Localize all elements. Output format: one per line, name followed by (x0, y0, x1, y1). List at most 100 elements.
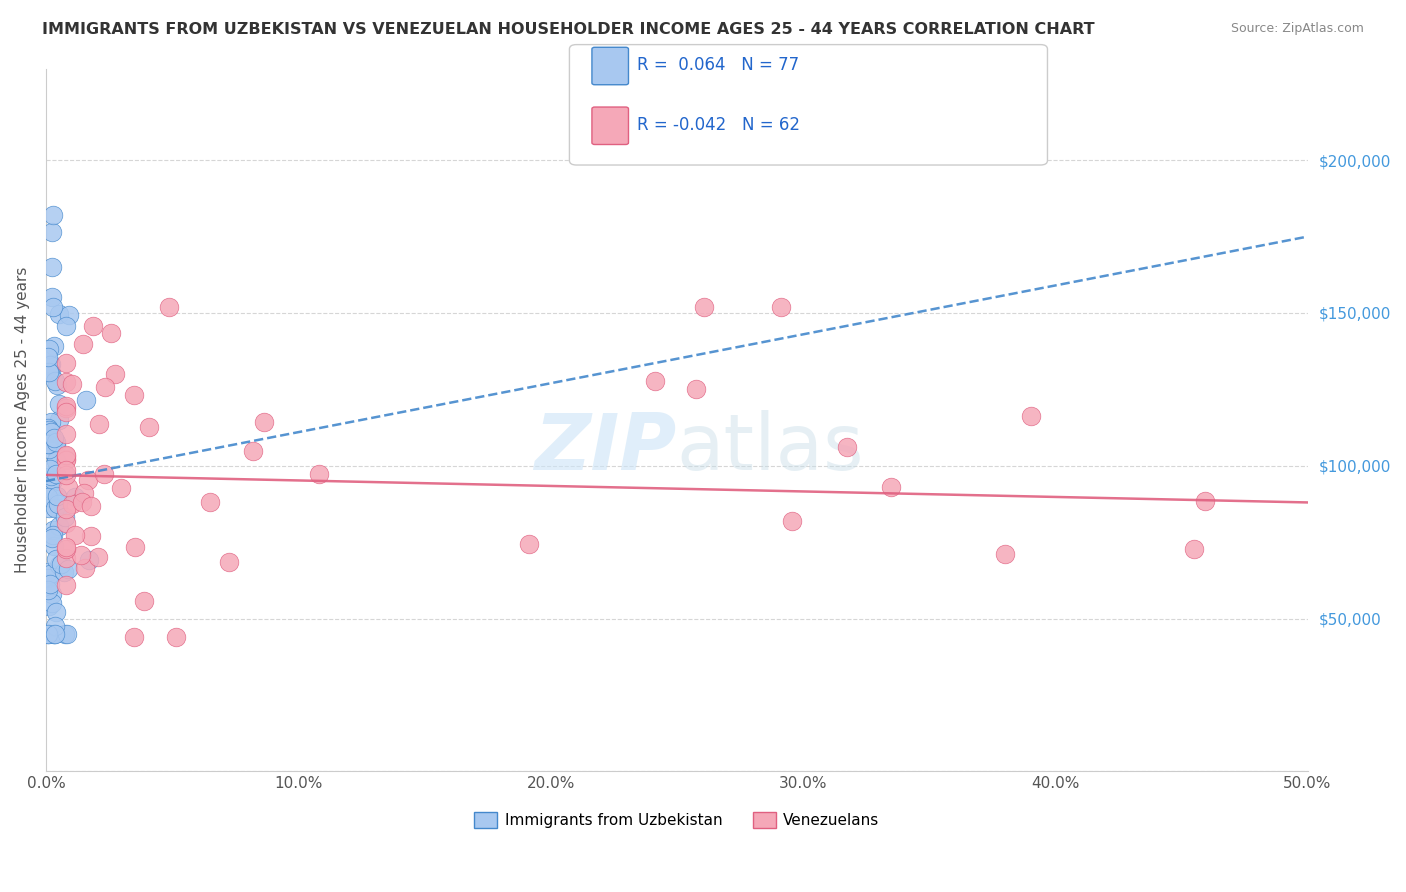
Point (55, 541, 77, 556)
Point (41, 425, 63, 439)
Point (42, 539, 65, 553)
Point (42, 207, 65, 221)
Point (41, 225, 63, 239)
Point (55, 318, 77, 333)
Point (41, 300, 63, 314)
Point (41, 523, 63, 537)
Point (42, 627, 65, 641)
Point (1182, 541, 1205, 556)
Point (124, 540, 146, 554)
Point (72, 336, 94, 351)
Point (77, 473, 100, 487)
Point (48, 492, 70, 507)
Point (42, 627, 65, 641)
Point (308, 467, 330, 481)
Point (38, 366, 60, 380)
Point (55, 376, 77, 390)
Point (79, 528, 101, 542)
Point (37, 437, 59, 451)
Text: Source: ZipAtlas.com: Source: ZipAtlas.com (1230, 22, 1364, 36)
Point (55, 452, 77, 467)
Point (42, 339, 65, 353)
Point (39, 482, 62, 496)
Point (37, 566, 59, 580)
Point (55, 399, 77, 413)
Y-axis label: Householder Income Ages 25 - 44 years: Householder Income Ages 25 - 44 years (15, 267, 30, 574)
Point (122, 630, 145, 644)
Point (55, 540, 77, 554)
Point (994, 547, 1017, 561)
Point (37, 436, 59, 450)
Point (37, 350, 59, 364)
Point (41, 596, 63, 610)
Point (48, 396, 70, 410)
Point (44, 619, 66, 633)
Point (685, 382, 707, 396)
Point (55, 426, 77, 441)
Point (38, 567, 60, 582)
Point (41, 587, 63, 601)
Point (48, 558, 70, 573)
Point (48, 519, 70, 533)
Point (165, 630, 187, 644)
Point (55, 502, 77, 516)
Point (37, 490, 59, 504)
Point (53, 627, 76, 641)
Point (46, 497, 69, 511)
Point (60, 497, 83, 511)
Point (38, 358, 60, 372)
Point (55, 405, 77, 419)
Text: R =  0.064   N = 77: R = 0.064 N = 77 (637, 56, 799, 74)
Point (37, 627, 59, 641)
Point (49, 557, 72, 571)
Point (45, 453, 67, 467)
Point (44, 374, 66, 388)
Point (44, 431, 66, 445)
Point (1194, 494, 1216, 508)
Point (41, 290, 63, 304)
Point (38, 462, 60, 476)
Point (157, 300, 180, 314)
Point (87, 549, 110, 564)
Point (55, 463, 77, 477)
Point (55, 449, 77, 463)
Point (38, 365, 60, 379)
Point (38, 599, 60, 614)
Point (77, 553, 100, 567)
Point (110, 481, 132, 495)
Point (80, 499, 103, 513)
Point (55, 516, 77, 530)
Point (48, 307, 70, 321)
Point (73, 485, 96, 500)
Point (39, 415, 62, 429)
Point (48, 413, 70, 427)
Point (55, 401, 77, 415)
Point (69, 548, 91, 562)
Point (82, 318, 104, 333)
Point (42, 474, 65, 488)
Point (218, 556, 240, 570)
Point (75, 393, 97, 408)
Point (63, 528, 86, 542)
Point (55, 452, 77, 467)
Point (644, 374, 666, 388)
Point (45, 605, 67, 619)
Point (37, 571, 59, 585)
Point (138, 420, 160, 434)
Point (45, 467, 67, 481)
Point (42, 435, 65, 450)
Point (93, 467, 115, 482)
Point (880, 480, 903, 494)
Text: IMMIGRANTS FROM UZBEKISTAN VS VENEZUELAN HOUSEHOLDER INCOME AGES 25 - 44 YEARS C: IMMIGRANTS FROM UZBEKISTAN VS VENEZUELAN… (42, 22, 1095, 37)
Point (46, 378, 69, 392)
Point (45, 434, 67, 449)
Point (38, 423, 60, 437)
Text: atlas: atlas (676, 410, 865, 486)
Point (39, 365, 62, 379)
Point (37, 627, 59, 641)
Point (39, 577, 62, 591)
Point (104, 368, 127, 382)
Point (44, 501, 66, 516)
Point (780, 515, 803, 529)
Point (56, 627, 79, 641)
